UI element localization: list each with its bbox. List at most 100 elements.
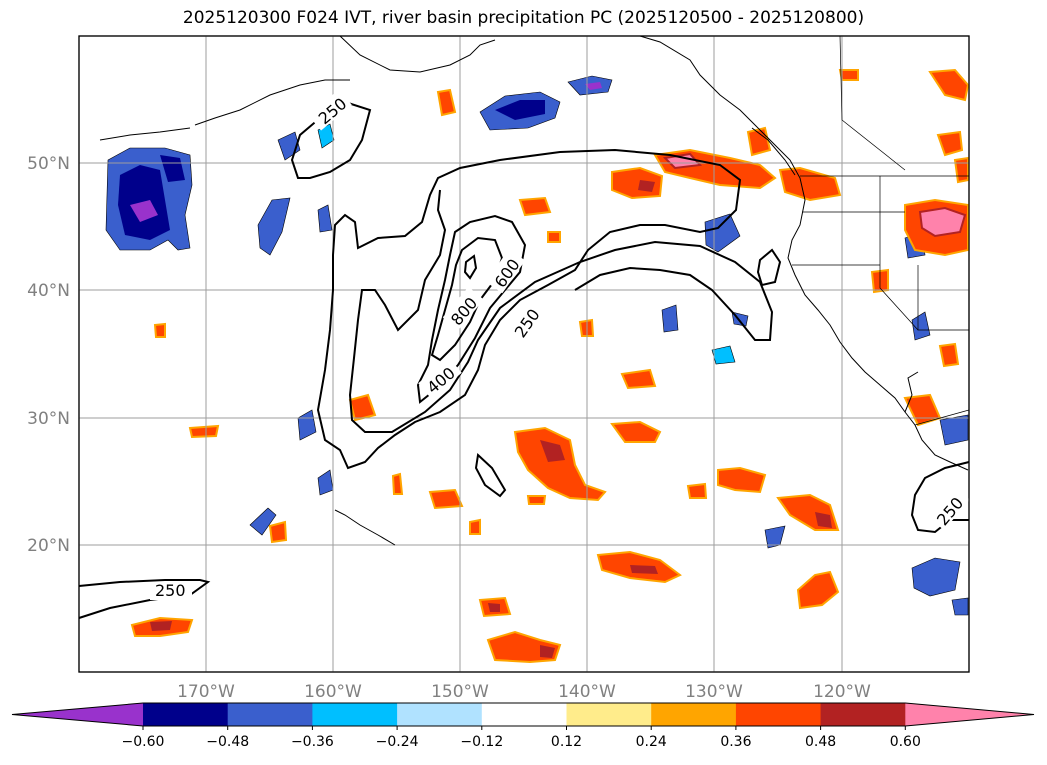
precip-positive-patch bbox=[746, 126, 772, 157]
colorbar-tick-label: 0.12 bbox=[551, 734, 582, 750]
precip-negative-patch bbox=[661, 304, 679, 333]
colorbar-tick-label: −0.24 bbox=[376, 734, 419, 750]
colorbar-extend-max bbox=[905, 703, 1034, 726]
coastline-hawaii bbox=[334, 509, 396, 546]
colorbar-segment bbox=[566, 703, 652, 726]
precip-positive-patch bbox=[513, 426, 607, 502]
precip-positive-patch bbox=[153, 322, 166, 338]
colorbar-segment bbox=[397, 703, 483, 726]
ivt-contour-600 bbox=[430, 236, 504, 362]
coastline-vancouver-island bbox=[751, 127, 796, 176]
precip-positive-core bbox=[638, 180, 655, 192]
colorbar-tick-label: 0.48 bbox=[805, 734, 836, 750]
longitude-labels: 170°W 160°W 150°W 140°W 130°W 120°W bbox=[177, 682, 871, 702]
precip-positive-patch bbox=[938, 342, 960, 368]
state-borders bbox=[792, 35, 970, 426]
precip-positive-patch bbox=[838, 69, 859, 81]
precip-negative-patch bbox=[711, 345, 736, 365]
precip-positive-patch bbox=[796, 570, 840, 610]
colorbar-extend-min bbox=[12, 703, 143, 726]
ivt-contours bbox=[78, 100, 970, 619]
precip-positive-core bbox=[662, 152, 703, 170]
colorbar-tick-label: −0.48 bbox=[206, 734, 249, 750]
ivt-contour-250 bbox=[348, 189, 774, 433]
border-us-mexico bbox=[914, 409, 970, 426]
precip-negative-min bbox=[130, 200, 158, 222]
contour-label: 250 bbox=[155, 581, 186, 600]
precip-positive-patch bbox=[717, 466, 767, 494]
coastline-alaska bbox=[339, 35, 496, 73]
precip-positive-patch bbox=[928, 68, 970, 102]
precip-negative-patch bbox=[939, 414, 969, 446]
precip-positive-patch bbox=[686, 482, 708, 499]
colorbar-segment bbox=[481, 703, 567, 726]
precip-positive-patch bbox=[391, 472, 404, 495]
colorbar-tick-label: 0.60 bbox=[890, 734, 921, 750]
colorbar-tick-label: 0.24 bbox=[636, 734, 667, 750]
precip-negative-patch bbox=[317, 204, 333, 233]
colorbar-tick-label: −0.12 bbox=[460, 734, 503, 750]
colorbar-segment bbox=[820, 703, 906, 726]
colorbar-segment bbox=[735, 703, 822, 726]
lon-label-170w: 170°W bbox=[177, 682, 235, 702]
precip-negative-patch bbox=[249, 507, 277, 536]
ivt-contour-250 bbox=[290, 100, 372, 179]
precip-negative-patch bbox=[911, 557, 961, 597]
precip-positive-patch bbox=[953, 156, 969, 184]
ivt-contour-250 bbox=[474, 452, 507, 498]
colorbar-segment bbox=[227, 703, 313, 726]
lon-label-140w: 140°W bbox=[558, 682, 616, 702]
ivt-contour-800 bbox=[463, 254, 478, 280]
lat-label-40n: 40°N bbox=[27, 281, 70, 301]
coastline-aleutians bbox=[99, 127, 191, 141]
lat-label-20n: 20°N bbox=[27, 536, 70, 556]
colorbar-segment bbox=[312, 703, 398, 726]
precip-negative-patch bbox=[951, 597, 969, 616]
map-title: 2025120300 F024 IVT, river basin precipi… bbox=[182, 8, 865, 28]
precip-positive-core bbox=[488, 603, 500, 612]
precip-positive-core bbox=[540, 645, 555, 658]
precip-positive-patch bbox=[936, 130, 964, 157]
precip-positive-patch bbox=[620, 368, 657, 390]
latitude-labels: 50°N 40°N 30°N 20°N bbox=[27, 154, 70, 556]
precip-positive-patch bbox=[469, 518, 481, 535]
colorbar-tick-label: 0.36 bbox=[720, 734, 751, 750]
colorbar-tick-label: −0.60 bbox=[122, 734, 165, 750]
ivt-contour-250 bbox=[78, 579, 211, 619]
colorbar-segment bbox=[143, 703, 229, 726]
lon-label-160w: 160°W bbox=[304, 682, 362, 702]
precip-negative-min bbox=[585, 82, 602, 90]
precip-positive-core bbox=[918, 206, 967, 238]
precip-positive-core bbox=[540, 440, 565, 462]
colorbar-tick-label: −0.36 bbox=[291, 734, 334, 750]
coastline-gulf-of-california bbox=[904, 371, 919, 413]
precip-positive-core bbox=[630, 565, 658, 574]
coastlines bbox=[99, 35, 969, 546]
precip-negative-patch bbox=[257, 197, 291, 256]
lat-label-30n: 30°N bbox=[27, 409, 70, 429]
precip-negative-patch bbox=[911, 311, 931, 341]
precip-positive-patch bbox=[436, 88, 457, 117]
ivt-contour-250 bbox=[756, 248, 782, 287]
border-utah bbox=[917, 265, 969, 331]
colorbar-ticks: −0.60 −0.48 −0.36 −0.24 −0.12 0.12 0.24 0.36 0.4… bbox=[122, 726, 921, 750]
precip-positive-patch bbox=[518, 196, 552, 217]
colorbar bbox=[11, 702, 1035, 727]
precip-positive-patch bbox=[547, 231, 561, 243]
map-frame bbox=[78, 35, 970, 673]
coastline-alaska-peninsula bbox=[194, 79, 350, 126]
precip-positive-core bbox=[815, 512, 832, 528]
precip-positive-patch bbox=[268, 520, 288, 544]
precip-positive-patch bbox=[526, 495, 547, 505]
border-canada-provinces bbox=[839, 35, 906, 171]
lat-label-50n: 50°N bbox=[27, 154, 70, 174]
lon-label-130w: 130°W bbox=[685, 682, 743, 702]
coastline-north-america bbox=[639, 35, 969, 471]
ivt-contour-400 bbox=[416, 214, 527, 404]
precip-positive-patch bbox=[188, 424, 220, 439]
precip-negative-core bbox=[495, 100, 545, 120]
precip-negative-core bbox=[160, 155, 185, 182]
precip-positive-patch bbox=[610, 420, 662, 443]
ivt-contour-250 bbox=[316, 148, 742, 470]
